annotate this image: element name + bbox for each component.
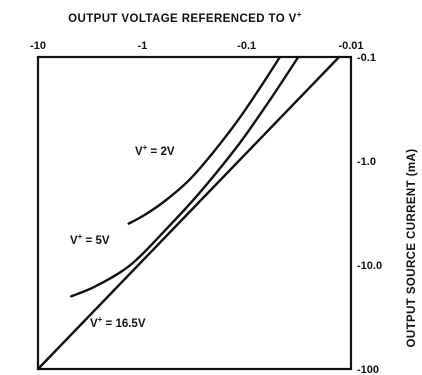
series-line-0 xyxy=(127,55,282,225)
series-label-rest: = 2V xyxy=(147,146,175,158)
series-label-1: V+ = 5V xyxy=(70,232,110,247)
x-axis-title-sup: + xyxy=(297,10,302,19)
series-label-main: V xyxy=(135,146,143,158)
series-label-sup: + xyxy=(78,232,83,241)
y-tick-label: -0.1 xyxy=(357,52,376,64)
series-label-main: V xyxy=(90,318,98,330)
y-tick-labels: -0.1 -1.0 -10.0 -100 xyxy=(357,52,382,375)
series-label-sup: + xyxy=(98,315,103,324)
x-tick-labels: -10 -1 -0.1 -0.01 xyxy=(30,40,363,52)
x-axis-title-text: OUTPUT VOLTAGE REFERENCED TO V xyxy=(68,13,297,25)
plot-frame xyxy=(36,55,353,371)
y-tick-label: -1.0 xyxy=(357,156,376,168)
y-tick-label: -100 xyxy=(357,364,379,375)
series-label-2: V+ = 16.5V xyxy=(90,315,146,330)
y-axis-title: OUTPUT SOURCE CURRENT (mA) xyxy=(406,149,418,348)
series-line-1 xyxy=(70,55,300,298)
series-label-main: V xyxy=(70,235,78,247)
series-label-rest: = 5V xyxy=(82,235,110,247)
x-tick-label: -10 xyxy=(30,40,46,52)
series-line-2 xyxy=(36,55,341,371)
x-tick-label: -0.01 xyxy=(338,40,363,52)
x-tick-label: -0.1 xyxy=(237,40,256,52)
series-label-sup: + xyxy=(143,143,148,152)
series-label-rest: = 16.5V xyxy=(102,318,145,330)
series-lines xyxy=(36,55,341,371)
x-tick-label: -1 xyxy=(137,40,147,52)
y-tick-label: -10.0 xyxy=(357,260,382,272)
series-label-0: V+ = 2V xyxy=(135,143,175,158)
x-axis-title: OUTPUT VOLTAGE REFERENCED TO V+ xyxy=(68,10,302,25)
series-labels: V+ = 2VV+ = 5VV+ = 16.5V xyxy=(70,143,175,330)
